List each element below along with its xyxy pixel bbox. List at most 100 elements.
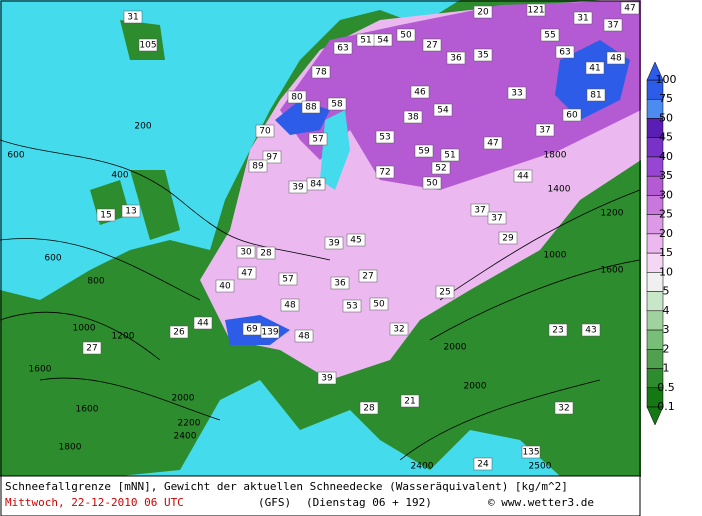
snow-value: 47 (624, 4, 635, 14)
footer-bg (0, 476, 641, 516)
snow-value: 46 (414, 88, 426, 98)
label-box (278, 272, 298, 286)
contour-label: 1400 (548, 185, 571, 195)
snow-value: 52 (435, 164, 446, 174)
label-box (513, 169, 533, 183)
label-box (422, 38, 442, 52)
snow-value: 33 (511, 89, 522, 99)
label-box (435, 285, 455, 299)
footer-date: Mittwoch, 22-12-2010 06 UTC (5, 496, 184, 509)
label-box (138, 38, 158, 52)
label-box (288, 180, 308, 194)
label-box (260, 325, 280, 339)
snow-value: 36 (450, 54, 462, 64)
label-box (470, 203, 490, 217)
label-box (96, 208, 116, 222)
contour-line (0, 139, 641, 461)
colorbar-label: 20 (659, 227, 673, 240)
label-box (358, 269, 378, 283)
snow-value: 48 (610, 54, 622, 64)
label-box (317, 371, 337, 385)
snow-value: 23 (552, 326, 563, 336)
contour-label: 1600 (601, 266, 624, 276)
label-box (410, 85, 430, 99)
label-box (586, 88, 606, 102)
footer-title: Schneefallgrenze [mNN], Gewicht der aktu… (5, 480, 568, 493)
snow-value: 69 (246, 325, 258, 335)
colorbar-band (646, 349, 664, 369)
label-box (483, 136, 503, 150)
label-box (330, 276, 350, 290)
label-box (311, 65, 331, 79)
label-box (521, 445, 541, 459)
label-box (373, 33, 393, 47)
snow-value: 39 (292, 183, 304, 193)
snow-value: 53 (379, 133, 390, 143)
snow-value: 48 (284, 301, 296, 311)
colorbar-label: 40 (659, 150, 673, 163)
label-box (431, 161, 451, 175)
label-box (585, 61, 605, 75)
colorbar-label: 45 (659, 131, 673, 144)
label-box (603, 18, 623, 32)
snow-value: 35 (477, 51, 488, 61)
frame (0, 0, 641, 516)
snow-value: 121 (527, 6, 544, 16)
snow-value: 59 (418, 147, 430, 157)
snow-value: 135 (522, 448, 539, 458)
label-box (287, 90, 307, 104)
label-box (507, 86, 527, 100)
colorbar-label: 0.1 (657, 400, 675, 413)
contour-label: 200 (134, 122, 151, 132)
snow-value: 36 (334, 279, 346, 289)
snow-value: 20 (477, 8, 489, 18)
colorbar-label: 1 (663, 362, 670, 375)
label-box (535, 123, 555, 137)
contour-label: 1000 (73, 324, 96, 334)
snow-value: 27 (426, 41, 437, 51)
snow-value: 39 (321, 374, 333, 384)
label-box (256, 246, 276, 260)
label-box (573, 11, 593, 25)
label-box (581, 323, 601, 337)
label-box (389, 322, 409, 336)
colorbar-label: 30 (659, 188, 673, 201)
snow-value: 45 (350, 236, 361, 246)
colorbar-label: 15 (659, 246, 673, 259)
baltic-sea (320, 110, 350, 190)
snow-value: 54 (437, 106, 449, 116)
snow-value: 24 (477, 460, 489, 470)
contour-label: 2400 (411, 462, 434, 472)
contour-label: 2200 (178, 419, 201, 429)
label-box (473, 48, 493, 62)
snow-value: 28 (363, 404, 375, 414)
label-box (446, 51, 466, 65)
label-box (237, 266, 257, 280)
contour-label: 1600 (76, 405, 99, 415)
snow-value: 38 (407, 113, 419, 123)
snow-value: 63 (337, 44, 348, 54)
label-box (333, 41, 353, 55)
label-box (262, 150, 282, 164)
colorbar-label: 2 (663, 342, 670, 355)
snow-value: 54 (377, 36, 389, 46)
label-box (121, 204, 141, 218)
snow-value: 32 (393, 325, 404, 335)
contour-label: 1600 (29, 365, 52, 375)
footer-model: (GFS) (258, 496, 291, 509)
label-box (414, 144, 434, 158)
label-box (554, 401, 574, 415)
contour-label: 1000 (544, 251, 567, 261)
contour-label: 600 (44, 254, 61, 264)
contour-label: 2000 (444, 343, 467, 353)
label-box (82, 341, 102, 355)
label-box (193, 316, 213, 330)
snow-value: 53 (346, 302, 357, 312)
label-box (396, 28, 416, 42)
snow-value: 50 (373, 300, 385, 310)
snow-value: 78 (315, 68, 327, 78)
label-box (324, 236, 344, 250)
colorbar-label: 25 (659, 208, 673, 221)
snow-value: 47 (241, 269, 252, 279)
snow-value: 58 (331, 100, 343, 110)
